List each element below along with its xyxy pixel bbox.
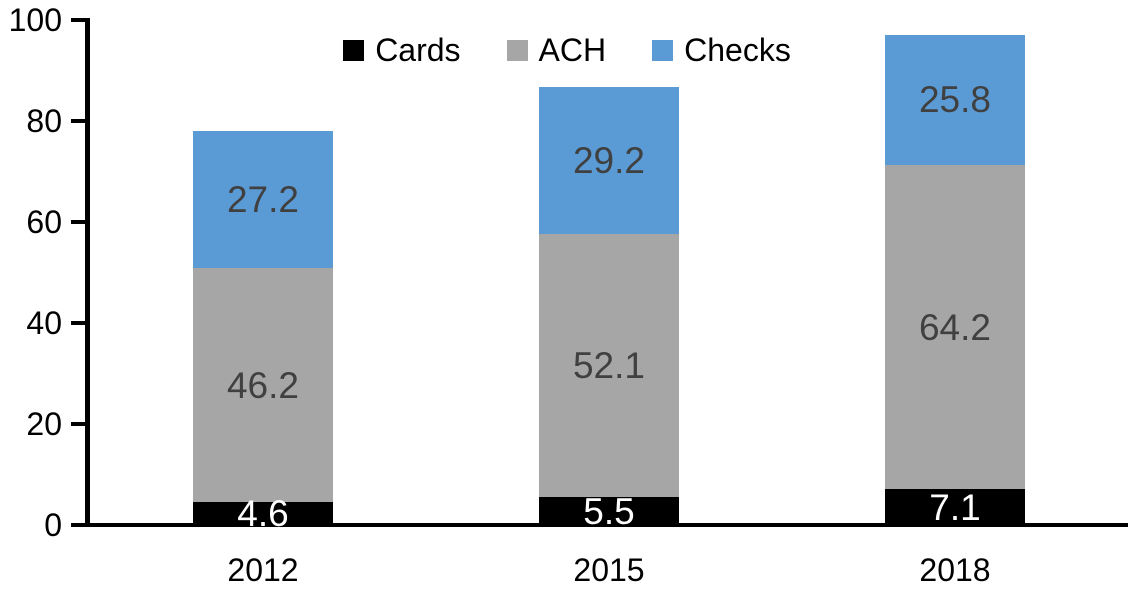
- bar-segment-cards-2018: 7.1: [885, 486, 1025, 528]
- segment-value-label-ach-2018: 64.2: [918, 306, 991, 348]
- segment-value-label-cards-2015: 5.5: [583, 490, 635, 532]
- bar-segment-checks-2015: 29.2: [539, 86, 679, 235]
- legend-label-cards: Cards: [375, 32, 461, 68]
- segment-value-label-cards-2018: 7.1: [929, 486, 981, 528]
- y-tick-mark-100: [71, 18, 90, 22]
- y-axis-line: [85, 20, 90, 527]
- y-tick-label-20: 20: [26, 406, 62, 442]
- y-tick-mark-20: [71, 422, 90, 426]
- bar-segment-checks-2018: 25.8: [885, 34, 1025, 165]
- bar-segment-ach-2015: 52.1: [539, 234, 679, 498]
- y-tick-mark-80: [71, 119, 90, 123]
- legend-swatch-icon-checks: [652, 39, 674, 61]
- bar-segment-ach-2012: 46.2: [193, 268, 333, 502]
- bar-segment-checks-2012: 27.2: [193, 131, 333, 269]
- segment-value-label-checks-2018: 25.8: [918, 79, 991, 121]
- legend-item-ach: ACH: [506, 32, 607, 68]
- legend-swatch-icon-ach: [506, 39, 528, 61]
- bar-segment-cards-2012: 4.6: [193, 495, 333, 532]
- y-tick-label-0: 0: [44, 507, 62, 543]
- legend-swatch-icon-cards: [343, 39, 365, 61]
- category-label-2015: 2015: [573, 552, 645, 588]
- legend-label-checks: Checks: [684, 32, 791, 68]
- category-label-2012: 2012: [227, 552, 299, 588]
- y-tick-label-100: 100: [8, 2, 62, 38]
- segment-value-label-checks-2012: 27.2: [226, 179, 299, 221]
- x-axis-line: [85, 523, 1128, 527]
- y-tick-label-80: 80: [26, 103, 62, 139]
- segment-value-label-cards-2012: 4.6: [237, 492, 289, 534]
- y-tick-label-40: 40: [26, 305, 62, 341]
- y-tick-mark-60: [71, 220, 90, 224]
- segment-value-label-ach-2015: 52.1: [572, 345, 645, 387]
- legend-item-checks: Checks: [652, 34, 791, 66]
- y-tick-mark-0: [71, 523, 90, 527]
- category-label-2018: 2018: [919, 552, 991, 588]
- bar-segment-cards-2015: 5.5: [539, 493, 679, 530]
- bar-segment-ach-2018: 64.2: [885, 164, 1025, 490]
- legend-item-cards: Cards: [343, 32, 461, 68]
- segment-value-label-checks-2015: 29.2: [572, 139, 645, 181]
- y-tick-label-60: 60: [26, 204, 62, 240]
- legend-label-ach: ACH: [538, 32, 607, 68]
- segment-value-label-ach-2012: 46.2: [226, 364, 299, 406]
- y-tick-mark-40: [71, 321, 90, 325]
